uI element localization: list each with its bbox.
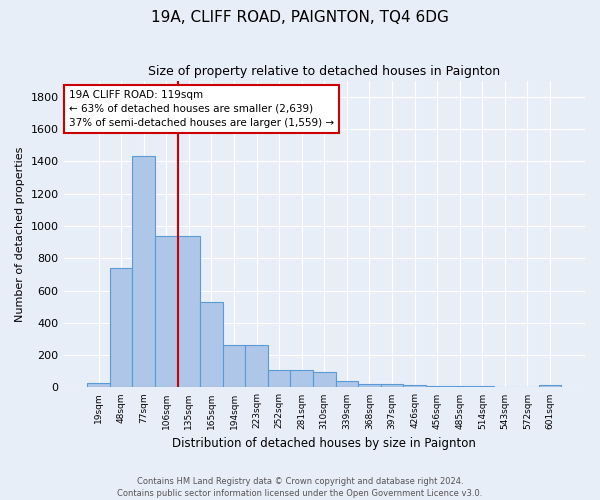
Bar	[87, 384, 110, 388]
Bar	[223, 344, 245, 388]
Bar	[335, 381, 358, 388]
Bar	[381, 384, 403, 388]
Bar	[313, 372, 335, 388]
Bar	[426, 386, 448, 388]
Bar	[245, 344, 268, 388]
X-axis label: Distribution of detached houses by size in Paignton: Distribution of detached houses by size …	[172, 437, 476, 450]
Text: Contains HM Land Registry data © Crown copyright and database right 2024.
Contai: Contains HM Land Registry data © Crown c…	[118, 476, 482, 498]
Bar	[448, 386, 471, 388]
Bar	[358, 384, 381, 388]
Bar	[290, 370, 313, 388]
Bar	[155, 236, 178, 388]
Text: 19A CLIFF ROAD: 119sqm
← 63% of detached houses are smaller (2,639)
37% of semi-: 19A CLIFF ROAD: 119sqm ← 63% of detached…	[69, 90, 334, 128]
Bar	[200, 302, 223, 388]
Bar	[494, 386, 516, 388]
Bar	[133, 156, 155, 388]
Y-axis label: Number of detached properties: Number of detached properties	[15, 146, 25, 322]
Bar	[268, 370, 290, 388]
Bar	[471, 386, 494, 388]
Bar	[403, 385, 426, 388]
Text: 19A, CLIFF ROAD, PAIGNTON, TQ4 6DG: 19A, CLIFF ROAD, PAIGNTON, TQ4 6DG	[151, 10, 449, 25]
Title: Size of property relative to detached houses in Paignton: Size of property relative to detached ho…	[148, 65, 500, 78]
Bar	[178, 236, 200, 388]
Bar	[110, 268, 133, 388]
Bar	[516, 386, 539, 388]
Bar	[539, 385, 561, 388]
